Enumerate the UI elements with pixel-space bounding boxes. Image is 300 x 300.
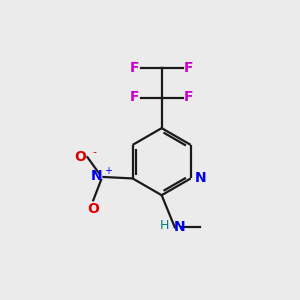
Text: F: F: [184, 61, 194, 75]
Text: N: N: [173, 220, 185, 234]
Text: N: N: [91, 169, 103, 183]
Text: +: +: [104, 166, 112, 176]
Text: N: N: [194, 171, 206, 185]
Text: O: O: [74, 150, 86, 164]
Text: F: F: [130, 61, 139, 75]
Text: H: H: [160, 219, 170, 232]
Text: O: O: [87, 202, 99, 216]
Text: F: F: [130, 91, 139, 104]
Text: F: F: [184, 91, 194, 104]
Text: -: -: [93, 147, 97, 157]
